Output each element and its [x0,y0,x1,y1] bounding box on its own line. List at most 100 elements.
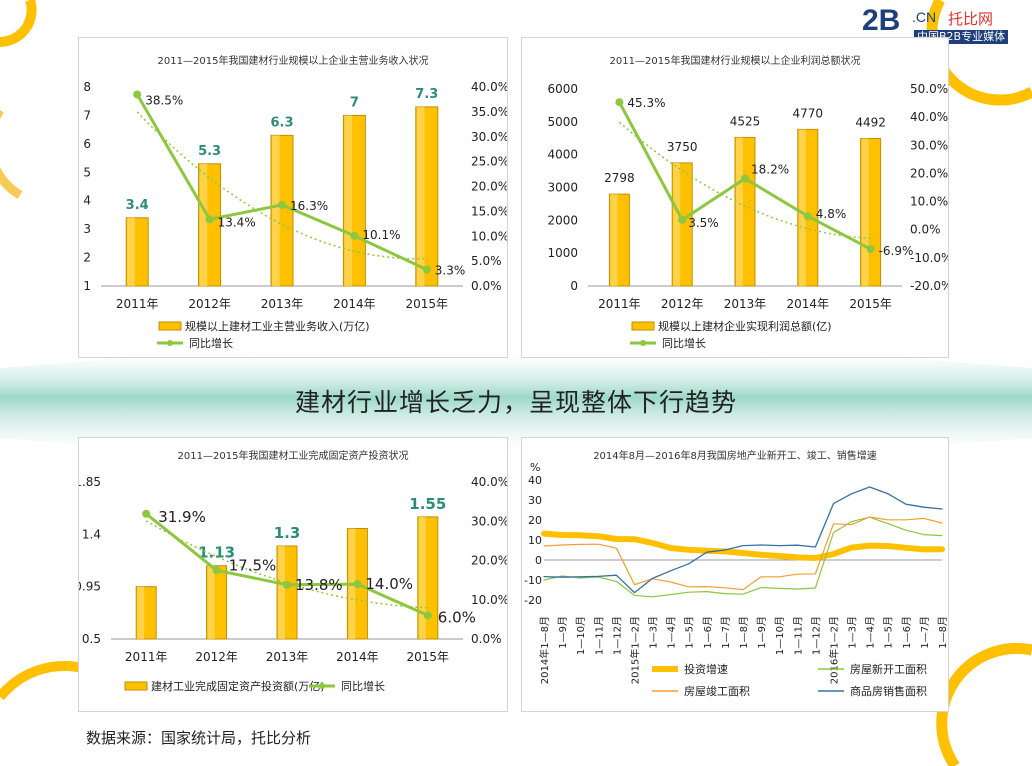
logo-mark: 2B [862,4,901,37]
bar-highlight [272,135,280,286]
growth-point [205,215,214,224]
data-source: 数据来源：国家统计局，托比分析 [86,729,312,747]
x-tick-label: 2015年1—2月 [628,616,641,684]
legend-line-marker [319,683,325,689]
chart-panel-realestate: 2014年8月—2016年8月我国房地产业新开工、竣工、销售增速 % -20 -10… [521,437,949,712]
chart-panel-revenue: 2011—2015年我国建材行业规模以上企业主营业务收入状况 1 2 3 4 5 6 7 8 0… [78,37,508,358]
growth-point [133,90,142,99]
y-tick-label: 10 [528,534,542,547]
chart-title-investment: 2011—2015年我国建材工业完成固定资产投资状况 [177,451,409,462]
growth-point [803,212,812,221]
growth-label: 13.8% [295,576,343,594]
legend-bar-label: 建材工业完成固定资产投资额(万亿) [151,679,325,693]
y2-tick-label: -20.0% [910,279,948,293]
bar-highlight [207,565,215,639]
growth-label: 17.5% [229,556,277,574]
y-tick-label: 20 [528,514,542,527]
y-tick-label: 5 [83,165,91,179]
trend-line [136,111,427,260]
legend-label: 房屋新开工面积 [850,662,927,676]
legend-bar-swatch [124,681,148,691]
bar-highlight [418,516,426,639]
y2-tick-label: 15.0% [471,204,507,218]
chart-title-profit: 2011—2015年我国建材行业规模以上企业利润总额状况 [609,56,861,67]
legend-bar-swatch [631,321,655,331]
growth-point [423,611,432,620]
x-tick-label: 1—5月 [684,616,696,649]
series-line [541,530,945,561]
y-tick-label: 3 [83,222,91,236]
bar-value-label: 5.3 [198,144,221,159]
bar-value-label: 2798 [604,171,635,185]
logo-brand: 托比网 [948,10,994,28]
growth-point [422,265,431,274]
growth-label: 18.2% [751,162,789,176]
growth-label: 14.0% [365,575,413,593]
x-tick-label: 2015年 [849,297,892,311]
legend-label: 商品房销售面积 [850,684,927,698]
chart-profit: 0 1000 2000 3000 4000 5000 6000 -20.0% -10.0% 0.0… [547,82,948,350]
y-tick-label: 0 [570,279,578,293]
x-tick-label: 1—8月 [937,616,948,649]
y-tick-label: 0.5 [82,632,101,646]
bar-highlight [137,586,145,639]
series-line [543,516,943,591]
growth-point [142,509,151,518]
y2-tick-label: 5.0% [471,254,502,268]
legend-line-marker [167,340,173,346]
y-tick-label: 4 [83,194,91,208]
bar-value-label: 1.55 [409,495,446,513]
x-tick-label: 1—5月 [883,616,895,649]
y-tick-label: 0 [535,554,542,567]
bar-value-label: 1.3 [274,524,301,542]
x-tick-label: 2015年 [407,650,450,664]
y-tick-label: 2 [83,251,91,265]
decor-arc-left-mid [0,120,55,230]
bar-value-label: 7 [350,95,359,110]
bar-value-label: 4525 [730,114,761,128]
y2-tick-label: 35.0% [471,105,507,119]
y2-tick-label: 40.0% [910,110,948,124]
y2-tick-label: 20.0% [910,166,948,180]
growth-label: 45.3% [627,96,665,110]
y-axis-label: % [530,461,540,474]
x-tick-label: 1—4月 [865,616,877,649]
y-tick-label: 1 [83,279,91,293]
bar-value-label: 4770 [793,106,824,120]
y-tick-label: -10 [524,574,542,587]
decor-arc-top-right [926,0,1032,106]
series-line [543,516,943,598]
growth-point [741,174,749,183]
x-tick-label: 1—11月 [792,616,804,655]
bar-highlight [861,138,869,286]
growth-label: 16.3% [290,199,328,213]
y-tick-label: 6000 [547,82,578,96]
y2-tick-label: 0.0% [471,632,502,646]
legend-label: 投资增速 [684,662,728,676]
chart-title-realestate: 2014年8月—2016年8月我国房地产业新开工、竣工、销售增速 [593,451,877,462]
bar-highlight [344,115,353,286]
x-tick-label: 2013年 [724,297,767,311]
x-tick-label: 2012年 [661,297,704,311]
x-tick-label: 2011年 [598,297,641,311]
y2-tick-label: 0.0% [471,279,502,293]
x-tick-label: 2013年 [266,650,309,664]
chart-panel-profit: 2011—2015年我国建材行业规模以上企业利润总额状况 0 1000 2000 30… [521,37,949,358]
x-tick-label: 1—6月 [702,616,714,649]
bar-value-label: 7.3 [415,87,438,102]
growth-point [283,580,291,589]
y-tick-label: 1.4 [82,527,101,541]
x-tick-label: 2011年 [125,650,168,664]
bar-highlight [199,163,208,286]
x-tick-label: 2016年1—2月 [827,616,840,684]
growth-label: 13.4% [218,215,256,229]
x-tick-label: 1—3月 [648,616,660,649]
growth-label: 3.3% [435,264,466,278]
bar-highlight [736,137,743,286]
legend-bar-label: 规模以上建材工业主营业务收入(万亿) [185,319,370,333]
growth-point [278,200,286,209]
x-tick-label: 2014年1—8月 [538,616,551,684]
growth-point [615,98,624,107]
growth-label: -6.9% [879,244,914,258]
y2-tick-label: 10.0% [471,593,507,607]
